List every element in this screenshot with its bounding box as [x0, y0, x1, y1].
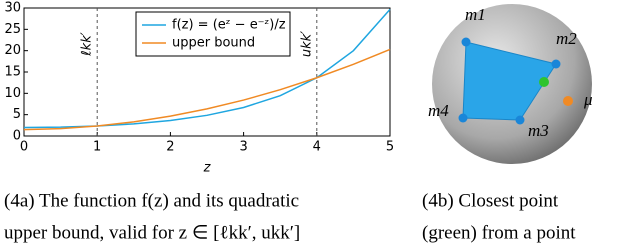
x-tick-label: 3 [239, 140, 247, 155]
y-tick-label: 0 [13, 129, 21, 144]
caption: (green) from a point [422, 222, 576, 243]
y-tick-label: 30 [4, 1, 21, 16]
x-tick-label: 4 [313, 140, 321, 155]
x-tick-label: 5 [386, 140, 394, 155]
y-tick-label: 5 [13, 107, 21, 122]
label: m2 [556, 29, 577, 48]
legend [135, 11, 291, 57]
vertex [461, 37, 471, 47]
vertex [551, 59, 561, 69]
closest-point [539, 77, 549, 87]
x-tick-label: 0 [20, 140, 28, 155]
annotation-label: ukk′ [299, 31, 314, 57]
annotation-label: ℓkk′ [80, 32, 95, 56]
label: m3 [528, 121, 549, 140]
y-tick-label: 10 [4, 86, 21, 101]
vertex [458, 113, 468, 123]
label: m1 [465, 5, 486, 24]
y-tick-label: 15 [4, 65, 21, 80]
x-axis-label: z [203, 161, 212, 176]
label: μ [583, 90, 593, 109]
legend-label: f(z) = (eᶻ − e⁻ᶻ)/z [172, 18, 286, 33]
x-tick-label: 1 [93, 140, 101, 155]
y-tick-label: 20 [4, 43, 21, 58]
legend-label: upper bound [172, 36, 255, 51]
point-mu [563, 96, 573, 106]
x-tick-label: 2 [166, 140, 174, 155]
vertex [515, 115, 525, 125]
series-line [23, 48, 391, 131]
caption: upper bound, valid for z ∈ [ℓkk′, ukk′] [4, 222, 300, 243]
caption: (4a) The function f(z) and its quadratic [4, 190, 299, 211]
label: m4 [428, 101, 449, 120]
caption: (4b) Closest point [422, 190, 559, 211]
y-tick-label: 25 [4, 22, 21, 37]
